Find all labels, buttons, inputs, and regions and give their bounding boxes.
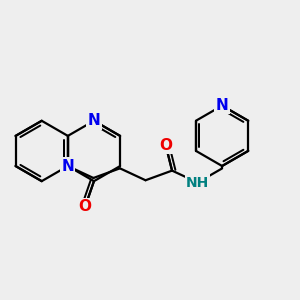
- Text: NH: NH: [186, 176, 209, 190]
- Text: N: N: [216, 98, 229, 113]
- Text: N: N: [88, 113, 100, 128]
- Text: O: O: [79, 199, 92, 214]
- Text: O: O: [159, 138, 172, 153]
- Text: N: N: [61, 159, 74, 174]
